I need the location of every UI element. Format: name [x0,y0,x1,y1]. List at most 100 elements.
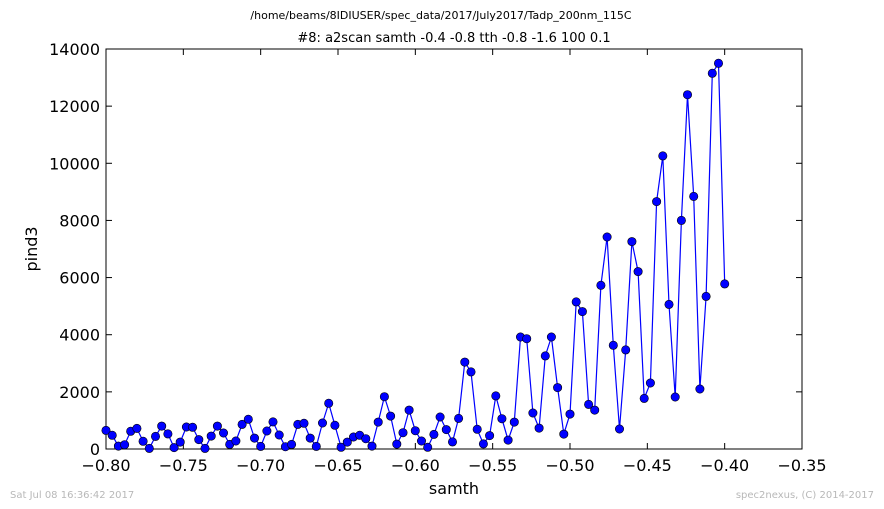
data-point [404,405,414,415]
data-point [287,439,297,449]
data-point [262,426,272,436]
data-point [163,429,173,439]
series-pind3 [101,58,730,453]
data-point [707,68,717,78]
data-point [188,422,198,432]
data-point [144,443,154,453]
data-point [466,367,476,377]
data-point [633,267,643,277]
data-point [175,437,185,447]
data-point [565,409,575,419]
data-point [590,405,600,415]
data-point [330,420,340,430]
data-point [584,399,594,409]
data-point [231,436,241,446]
data-point [571,297,581,307]
data-point [317,418,327,428]
y-axis-tick-labels: 0 2000 4000 6000 8000 10000 12000 14000 [49,40,100,459]
y-tick-label: 2000 [59,383,100,402]
data-point [311,441,321,451]
data-point [324,398,334,408]
data-point [194,435,204,445]
x-tick-label: −0.45 [623,456,672,475]
data-point [664,299,674,309]
data-point [682,90,692,100]
data-point [237,419,247,429]
y-axis-label: pind3 [22,226,41,271]
footer-timestamp: Sat Jul 08 16:36:42 2017 [10,490,134,501]
data-point [305,433,315,443]
data-point [645,378,655,388]
y-tick-label: 6000 [59,269,100,288]
x-tick-label: −0.55 [468,456,517,475]
x-tick-label: −0.40 [700,456,749,475]
data-point [614,424,624,434]
data-point [478,439,488,449]
data-point [274,430,284,440]
data-point [373,417,383,427]
data-point [454,413,464,423]
y-axis-ticks [106,48,802,450]
data-point [447,437,457,447]
data-point [658,151,668,161]
data-point [379,392,389,402]
data-point [435,412,445,422]
data-point [608,340,618,350]
data-point [151,431,161,441]
y-tick-label: 4000 [59,326,100,345]
data-point [472,424,482,434]
data-point [212,421,222,431]
data-point [713,58,723,68]
data-point [652,197,662,207]
y-tick-label: 0 [90,440,100,459]
x-tick-label: −0.35 [777,456,826,475]
x-axis-ticks [105,49,803,449]
data-point [132,423,142,433]
data-point [602,232,612,242]
data-point [509,417,519,427]
data-point [503,435,513,445]
data-point [689,191,699,201]
data-point [528,408,538,418]
data-point [101,425,111,435]
data-point [540,351,550,361]
x-axis-tick-labels: −0.80 −0.75 −0.70 −0.65 −0.60 −0.55 −0.50 −0.45… [81,456,826,475]
y-tick-label: 12000 [49,97,100,116]
data-point [577,307,587,317]
data-point [423,442,433,452]
y-tick-label: 8000 [59,211,100,230]
data-point [546,332,556,342]
data-point [441,425,451,435]
data-point [485,431,495,441]
y-tick-label: 10000 [49,154,100,173]
data-point [670,392,680,402]
x-tick-label: −0.75 [159,456,208,475]
data-point [596,280,606,290]
figure-suptitle: /home/beams/8IDIUSER/spec_data/2017/July… [250,9,632,22]
data-point [553,383,563,393]
chart-title: #8: a2scan samth -0.4 -0.8 tth -0.8 -1.6… [297,31,610,46]
data-point [534,423,544,433]
data-point [342,437,352,447]
data-point [107,430,117,440]
x-tick-label: −0.60 [391,456,440,475]
data-point [639,393,649,403]
data-point [200,443,210,453]
data-point [416,436,426,446]
x-tick-label: −0.70 [236,456,285,475]
data-point [398,428,408,438]
data-point [219,428,229,438]
data-point [491,391,501,401]
data-point [695,384,705,394]
data-point [169,443,179,453]
x-tick-label: −0.50 [545,456,594,475]
data-point [243,414,253,424]
data-point [429,429,439,439]
data-point [621,345,631,355]
data-point [676,215,686,225]
data-point [559,429,569,439]
data-point [497,414,507,424]
x-axis-label: samth [429,479,479,498]
data-point [250,433,260,443]
y-tick-label: 14000 [49,40,100,59]
